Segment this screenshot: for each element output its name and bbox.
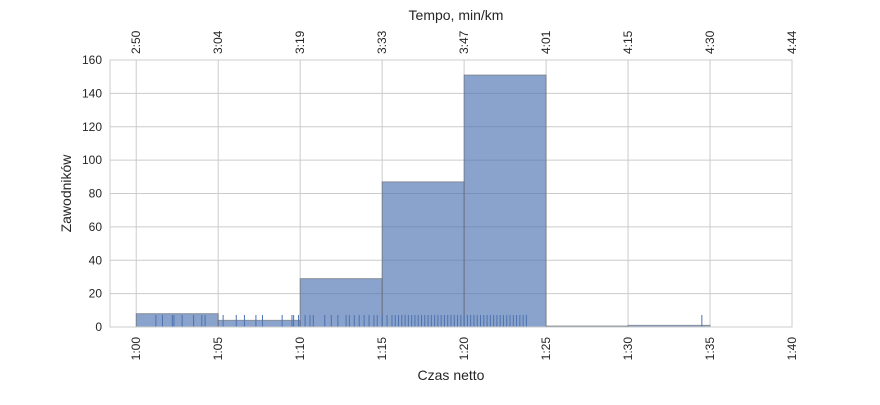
x-tick-label: 1:25 <box>539 337 553 361</box>
histogram-bar <box>135 313 219 328</box>
y-tick-label: 20 <box>89 287 103 301</box>
top-tick-label: 3:47 <box>457 30 471 54</box>
top-tick-label: 4:44 <box>785 30 799 54</box>
ticks-layer: 1:00 1:05 1:10 1:15 1:20 1:25 1:30 1:35 1:40 2:50… <box>82 30 799 360</box>
histogram-bar <box>217 319 301 328</box>
top-tick-label: 3:04 <box>211 30 225 54</box>
x-axis-title: Czas netto <box>418 367 485 383</box>
top-axis-title: Tempo, min/km <box>409 7 504 23</box>
top-tick-label: 4:01 <box>539 30 553 54</box>
y-tick-label: 0 <box>95 320 102 334</box>
x-tick-label: 1:30 <box>621 337 635 361</box>
histogram-bar <box>299 278 383 328</box>
x-tick-label: 1:40 <box>785 337 799 361</box>
y-axis-title: Zawodników <box>58 154 74 233</box>
bars-layer <box>135 74 711 328</box>
y-tick-label: 120 <box>82 120 102 134</box>
x-tick-label: 1:00 <box>129 337 143 361</box>
histogram-bar <box>381 181 465 328</box>
x-tick-label: 1:05 <box>211 337 225 361</box>
y-tick-label: 140 <box>82 86 102 100</box>
x-tick-label: 1:35 <box>703 337 717 361</box>
top-tick-label: 3:33 <box>375 30 389 54</box>
plot-frame <box>109 59 793 328</box>
top-tick-label: 4:15 <box>621 30 635 54</box>
top-tick-label: 4:30 <box>703 30 717 54</box>
y-tick-label: 160 <box>82 53 102 67</box>
top-tick-label: 3:19 <box>293 30 307 54</box>
x-tick-label: 1:20 <box>457 337 471 361</box>
y-tick-label: 100 <box>82 153 102 167</box>
x-tick-label: 1:15 <box>375 337 389 361</box>
y-tick-label: 60 <box>89 220 103 234</box>
rug-layer <box>155 315 703 327</box>
histogram-bar <box>463 74 547 328</box>
y-tick-label: 80 <box>89 187 103 201</box>
top-tick-label: 2:50 <box>129 30 143 54</box>
y-tick-label: 40 <box>89 253 103 267</box>
x-tick-label: 1:10 <box>293 337 307 361</box>
